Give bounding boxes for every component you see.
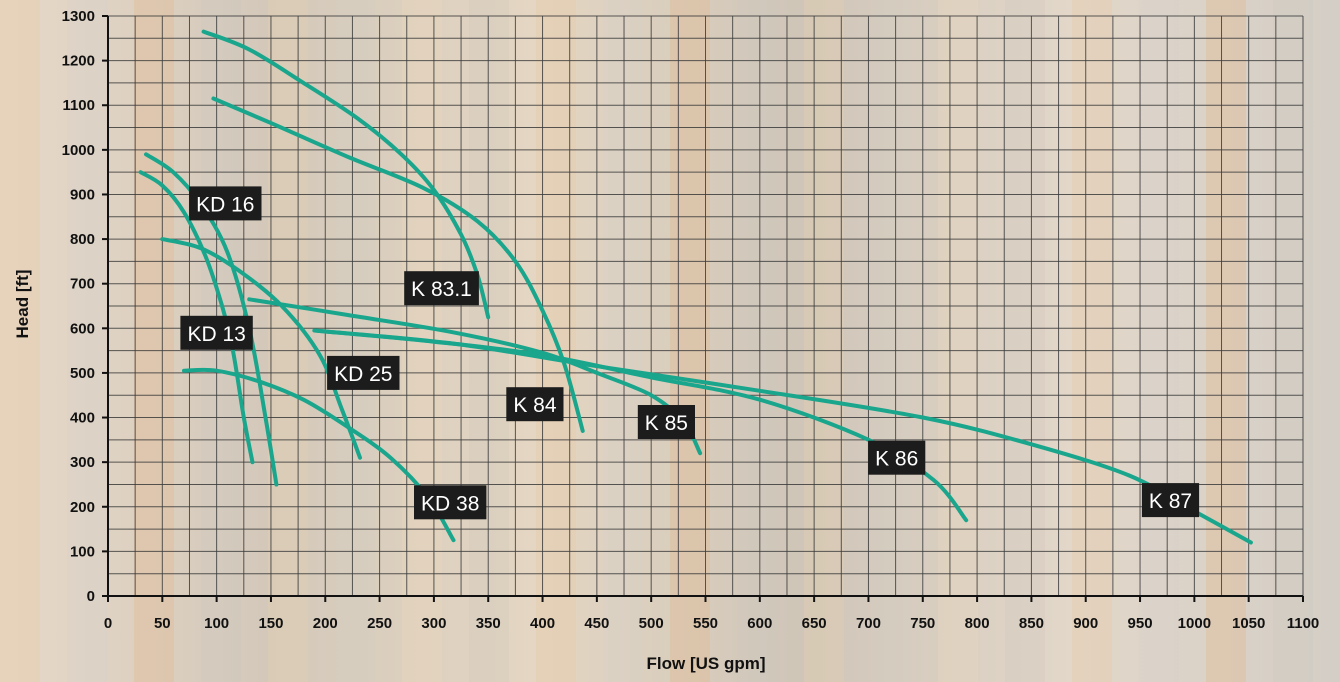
x-tick-label: 600 [747, 615, 772, 632]
series-label-box [180, 315, 253, 350]
curve-kd-16 [144, 152, 279, 487]
y-tick-label: 800 [70, 231, 95, 248]
series-label-text: K 87 [1149, 490, 1192, 513]
y-tick-label: 600 [70, 320, 95, 337]
series-label-kd-16: KD 16 [189, 186, 262, 221]
background-stripe [268, 0, 308, 682]
axes: 0 50 100 150 200 250 300 350 400 450 500 550 600 650 7… [62, 8, 1320, 632]
series-labels: KD 13 KD 16 KD 25 KD 38 K 83.1 K 84 K 85 K 86 K … [180, 186, 1200, 520]
y-tick-label: 400 [70, 410, 95, 427]
background-stripe [938, 0, 978, 682]
x-tick-label: 700 [856, 615, 881, 632]
curve-k-84 [211, 96, 585, 433]
x-tick-label: 900 [1073, 615, 1098, 632]
x-axis-title: Flow [US gpm] [647, 654, 766, 673]
series-label-k-87: K 87 [1141, 483, 1200, 518]
series-label-box [404, 271, 479, 306]
y-tick-label: 1100 [62, 97, 95, 114]
x-tick-label: 1050 [1232, 615, 1265, 632]
x-tick-label: 850 [1019, 615, 1044, 632]
y-tick-label: 1000 [62, 142, 95, 159]
series-label-k-85: K 85 [637, 405, 695, 439]
background-stripe [670, 0, 710, 682]
y-tick-label: 0 [87, 588, 95, 605]
x-tick-label: 1000 [1178, 615, 1211, 632]
series-label-box [1141, 483, 1200, 518]
x-tick-label: 950 [1128, 615, 1153, 632]
background-stripe [737, 0, 777, 682]
series-label-k-83-1: K 83.1 [404, 271, 479, 306]
y-tick-label: 100 [70, 543, 95, 560]
x-tick-label: 350 [476, 615, 501, 632]
y-tick-label: 700 [70, 276, 95, 293]
background-stripe [67, 0, 107, 682]
x-tick-label: 200 [313, 615, 338, 632]
series-label-text: K 85 [645, 412, 688, 435]
background-stripe [603, 0, 643, 682]
series-label-kd-13: KD 13 [180, 315, 253, 350]
x-tick-label: 550 [693, 615, 718, 632]
background-stripe [1072, 0, 1112, 682]
series-label-text: KD 38 [421, 492, 479, 515]
x-tick-label: 750 [910, 615, 935, 632]
x-tick-label: 500 [639, 615, 664, 632]
series-label-box [327, 355, 400, 390]
series-label-text: KD 13 [187, 323, 245, 346]
background-stripe [1273, 0, 1313, 682]
series-label-kd-25: KD 25 [327, 355, 400, 390]
series-label-kd-38: KD 38 [414, 485, 487, 520]
series-label-text: K 86 [875, 448, 918, 471]
x-tick-label: 0 [104, 615, 112, 632]
x-tick-label: 450 [584, 615, 609, 632]
x-tick-label: 250 [367, 615, 392, 632]
background-stripe [1139, 0, 1179, 682]
series-label-text: KD 16 [196, 193, 254, 216]
background-stripe [1005, 0, 1045, 682]
x-tick-label: 150 [258, 615, 283, 632]
series-label-text: K 83.1 [411, 278, 472, 301]
x-tick-label: 300 [421, 615, 446, 632]
series-label-box [414, 485, 487, 520]
background-stripe [0, 0, 40, 682]
background-stripe [335, 0, 375, 682]
x-tick-label: 400 [530, 615, 555, 632]
y-tick-label: 900 [70, 186, 95, 203]
series-label-box [637, 405, 695, 439]
series-label-text: KD 25 [334, 363, 392, 386]
curve-k-83-1 [201, 29, 491, 320]
x-tick-label: 100 [204, 615, 229, 632]
y-tick-label: 300 [70, 454, 95, 471]
curve-kd-13 [138, 170, 255, 465]
background-stripe [134, 0, 174, 682]
background-stripe [871, 0, 911, 682]
x-tick-label: 650 [802, 615, 827, 632]
x-tick-label: 800 [965, 615, 990, 632]
grid [107, 15, 1304, 597]
series-label-box [189, 186, 262, 221]
series-label-text: K 84 [513, 394, 557, 417]
series-label-box [868, 440, 926, 475]
series-label-k-84: K 84 [506, 387, 564, 422]
y-tick-label: 1200 [62, 53, 95, 70]
background-stripe [1206, 0, 1246, 682]
y-tick-label: 500 [70, 365, 95, 382]
series-label-k-86: K 86 [868, 440, 926, 475]
series-label-box [506, 387, 564, 422]
y-tick-label: 200 [70, 499, 95, 516]
y-axis-title: Head [ft] [13, 270, 32, 339]
y-tick-label: 1300 [62, 8, 95, 25]
x-tick-label: 50 [154, 615, 171, 632]
x-tick-label: 1100 [1287, 615, 1320, 632]
background-stripe [804, 0, 844, 682]
